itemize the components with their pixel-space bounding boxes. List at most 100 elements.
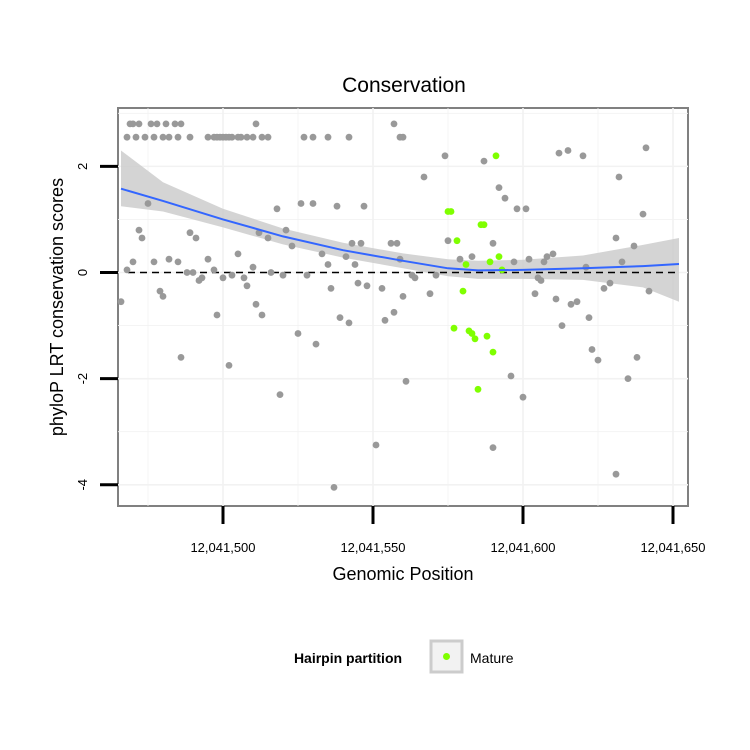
data-point-other (594, 356, 602, 364)
data-point-other (213, 311, 221, 319)
x-tick-label: 12,041,600 (490, 540, 555, 555)
data-point-other (600, 285, 608, 292)
data-point-other (303, 271, 311, 279)
data-point-other (279, 271, 287, 279)
data-point-mature (480, 221, 488, 229)
data-point-other (444, 237, 452, 245)
data-point-other (480, 157, 488, 165)
data-point-mature (471, 335, 479, 343)
data-point-other (204, 133, 212, 141)
legend: Hairpin partition Mature (294, 639, 514, 674)
data-point-other (345, 133, 353, 141)
data-point-other (345, 319, 353, 327)
data-point-other (135, 226, 143, 234)
data-point-other (228, 133, 236, 141)
data-point-other (426, 290, 434, 298)
data-point-other (489, 444, 497, 451)
data-point-other (567, 300, 575, 308)
data-point-other (399, 133, 407, 141)
data-point-other (642, 144, 650, 152)
data-point-mature (450, 324, 458, 332)
data-point-other (381, 316, 389, 324)
series-other (117, 120, 653, 491)
data-point-other (264, 133, 272, 141)
data-point-mature (495, 253, 503, 260)
data-point-other (543, 253, 551, 260)
y-axis-label: phyloP LRT conservation scores (47, 178, 67, 436)
data-point-other (639, 210, 647, 218)
data-point-other (540, 258, 548, 266)
data-point-other (390, 308, 398, 316)
data-point-other (141, 133, 149, 141)
data-point-other (330, 484, 338, 491)
data-point-other (210, 266, 218, 274)
data-point-other (309, 200, 317, 207)
data-point-other (645, 287, 653, 295)
data-point-other (123, 133, 131, 141)
data-point-other (258, 133, 266, 141)
data-point-other (165, 133, 173, 141)
data-point-other (273, 205, 281, 213)
data-point-mature (447, 208, 455, 215)
chart-title: Conservation (342, 74, 466, 97)
data-point-other (432, 271, 440, 279)
data-point-other (150, 258, 158, 266)
data-point-other (333, 202, 341, 210)
data-point-other (390, 120, 398, 128)
y-tick-label: -2 (75, 373, 90, 385)
data-point-other (441, 152, 449, 160)
data-point-other (318, 250, 326, 258)
data-point-other (624, 375, 632, 382)
data-point-mature (459, 287, 467, 295)
data-point-mature (468, 330, 476, 337)
data-point-other (159, 133, 167, 141)
plot-area (117, 107, 689, 507)
data-point-other (393, 239, 401, 247)
x-tick-label: 12,041,550 (340, 540, 405, 555)
data-point-other (399, 293, 407, 300)
smooth-trend-line (120, 187, 680, 272)
data-point-other (147, 120, 155, 128)
data-point-other (558, 322, 566, 329)
data-point-other (144, 200, 152, 207)
data-point-other (153, 120, 161, 128)
data-point-other (612, 234, 620, 242)
data-point-other (564, 147, 572, 154)
data-point-other (297, 200, 305, 207)
data-point-other (411, 274, 419, 282)
data-point-other (324, 261, 332, 268)
x-tick-label: 12,041,650 (640, 540, 705, 555)
data-point-other (510, 258, 518, 266)
data-point-other (225, 362, 233, 369)
data-point-other (501, 194, 509, 202)
data-point-other (252, 300, 260, 308)
data-point-other (489, 239, 497, 247)
data-point-other (162, 120, 170, 128)
plot-panel (117, 107, 689, 507)
data-point-other (177, 120, 185, 128)
data-point-other (174, 133, 182, 141)
y-tick-label: 0 (75, 269, 90, 276)
data-point-other (123, 266, 131, 274)
data-point-other (525, 255, 533, 263)
x-tick-label: 12,041,500 (190, 540, 255, 555)
data-point-mature (492, 152, 500, 160)
data-point-other (129, 120, 137, 128)
data-point-other (177, 354, 185, 361)
data-point-other (138, 234, 146, 242)
legend-title: Hairpin partition (294, 650, 402, 666)
data-point-other (495, 184, 503, 192)
data-point-other (351, 261, 359, 268)
data-point-other (186, 229, 194, 237)
data-point-other (234, 250, 242, 258)
data-point-other (342, 253, 350, 260)
x-axis-ticks: 12,041,500 12,041,550 12,041,600 12,041,650 (190, 506, 706, 555)
data-point-other (258, 311, 266, 319)
data-point-other (531, 290, 539, 298)
data-point-other (456, 255, 464, 263)
data-point-other (378, 285, 386, 292)
data-point-other (522, 205, 530, 213)
data-point-other (555, 149, 563, 157)
data-point-other (630, 242, 638, 250)
